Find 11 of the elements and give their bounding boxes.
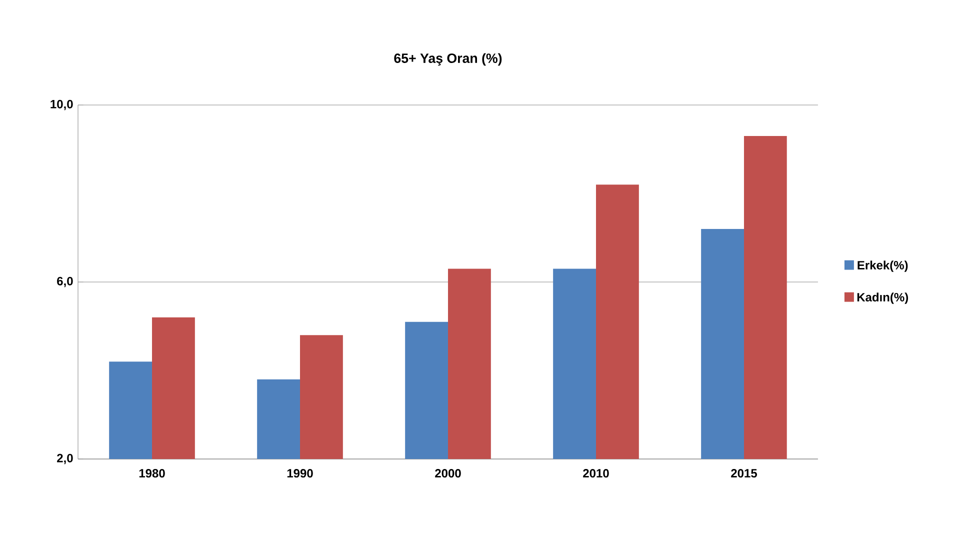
y-tick-label: 6,0	[57, 276, 73, 288]
legend-label: Erkek(%)	[858, 260, 908, 272]
x-tick-label: 2010	[583, 469, 609, 478]
x-tick-label: 2015	[731, 469, 757, 478]
x-tick-label: 2000	[435, 469, 461, 478]
y-tick-label: 10,0	[50, 100, 73, 110]
x-tick-label: 1980	[139, 469, 165, 478]
x-tick-label: 1990	[287, 469, 313, 478]
chart-title: 65+ Yaş Oran (%)	[394, 53, 502, 66]
legend-label: Kadın(%)	[857, 292, 908, 304]
y-tick-label: 2,0	[57, 454, 73, 464]
